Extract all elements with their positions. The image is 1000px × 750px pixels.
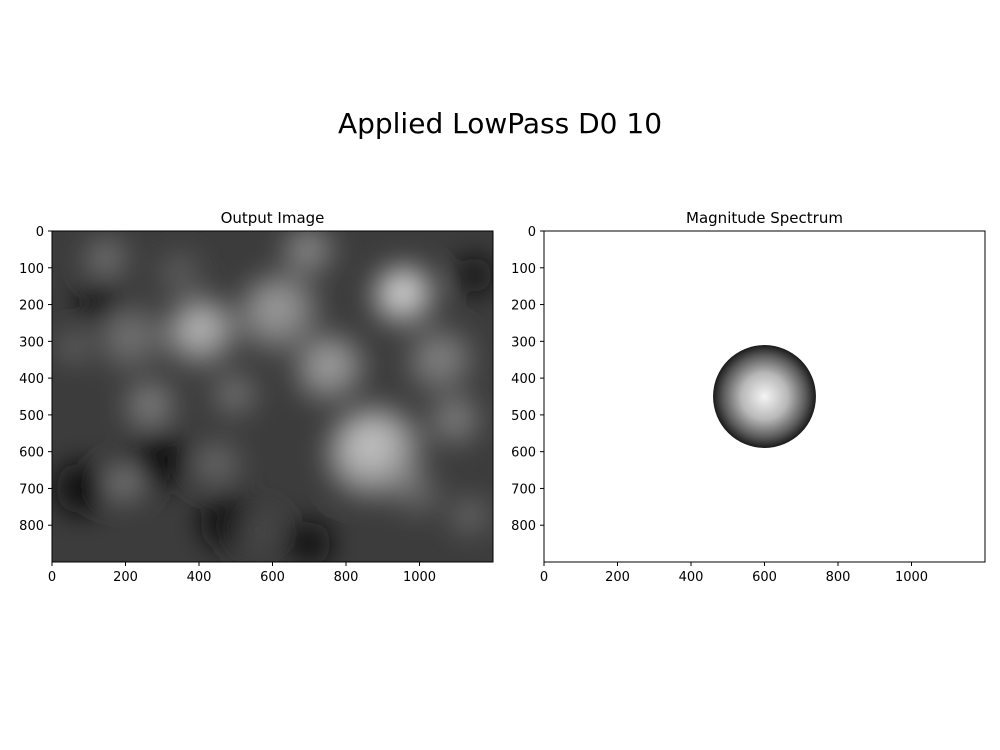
y-tick-label: 100 <box>19 262 44 277</box>
x-tick-label: 400 <box>187 570 212 585</box>
bright-region <box>408 330 475 397</box>
figure-title: Applied LowPass D0 10 <box>337 107 663 140</box>
y-tick-label: 600 <box>511 446 536 461</box>
y-tick-label: 500 <box>511 409 536 424</box>
subplot-title: Output Image <box>221 209 325 227</box>
x-tick-label: 0 <box>48 570 56 585</box>
image-area <box>52 231 493 562</box>
bright-region <box>125 381 177 434</box>
dark-region <box>456 256 493 294</box>
y-tick-label: 700 <box>511 482 536 497</box>
dark-region <box>55 462 108 515</box>
dark-region <box>287 521 332 562</box>
y-tick-label: 0 <box>36 225 44 240</box>
subplot-title: Magnitude Spectrum <box>686 209 843 227</box>
y-tick-label: 100 <box>511 262 536 277</box>
bright-region <box>85 238 130 283</box>
y-tick-label: 200 <box>511 299 536 314</box>
y-tick-label: 0 <box>528 225 536 240</box>
y-tick-label: 300 <box>19 335 44 350</box>
bright-region <box>283 231 335 279</box>
subplot-1: Output Image 0 200 400 600 800 1000 0 100 200 300 4… <box>19 209 494 585</box>
x-tick-label: 800 <box>826 570 851 585</box>
x-tick-label: 400 <box>679 570 704 585</box>
dark-region <box>79 280 120 322</box>
y-tick-label: 800 <box>511 519 536 534</box>
x-tick-label: 0 <box>540 570 548 585</box>
y-tick-label: 700 <box>19 482 44 497</box>
bright-region <box>239 275 321 357</box>
y-tick-label: 600 <box>19 446 44 461</box>
subplot-2: Magnitude Spectrum 0 200 400 600 800 1000 0 100 2… <box>511 209 986 585</box>
bright-region <box>59 333 89 364</box>
x-tick-label: 600 <box>752 570 777 585</box>
image-area <box>544 231 985 562</box>
x-tick-label: 200 <box>605 570 630 585</box>
bright-region <box>167 299 238 369</box>
bright-region <box>193 442 242 491</box>
y-tick-label: 400 <box>511 372 536 387</box>
spectrum-disk <box>713 345 816 448</box>
y-tick-label: 500 <box>19 409 44 424</box>
y-tick-label: 800 <box>19 519 44 534</box>
bright-region <box>327 407 424 504</box>
y-tick-label: 300 <box>511 335 536 350</box>
bright-region <box>450 497 492 539</box>
x-tick-label: 800 <box>334 570 359 585</box>
bright-region <box>99 308 166 375</box>
bright-region <box>296 335 367 406</box>
bright-region <box>373 265 437 329</box>
y-tick-label: 400 <box>19 372 44 387</box>
y-tick-label: 200 <box>19 299 44 314</box>
bright-region <box>105 464 146 505</box>
bright-region <box>397 473 442 518</box>
x-tick-label: 1000 <box>403 570 436 585</box>
bright-region <box>232 506 284 559</box>
x-tick-label: 200 <box>113 570 138 585</box>
x-tick-label: 1000 <box>895 570 928 585</box>
bright-region <box>158 253 203 298</box>
dark-region <box>129 429 188 489</box>
x-tick-label: 600 <box>260 570 285 585</box>
bright-region <box>430 396 482 448</box>
bright-region <box>213 374 258 419</box>
